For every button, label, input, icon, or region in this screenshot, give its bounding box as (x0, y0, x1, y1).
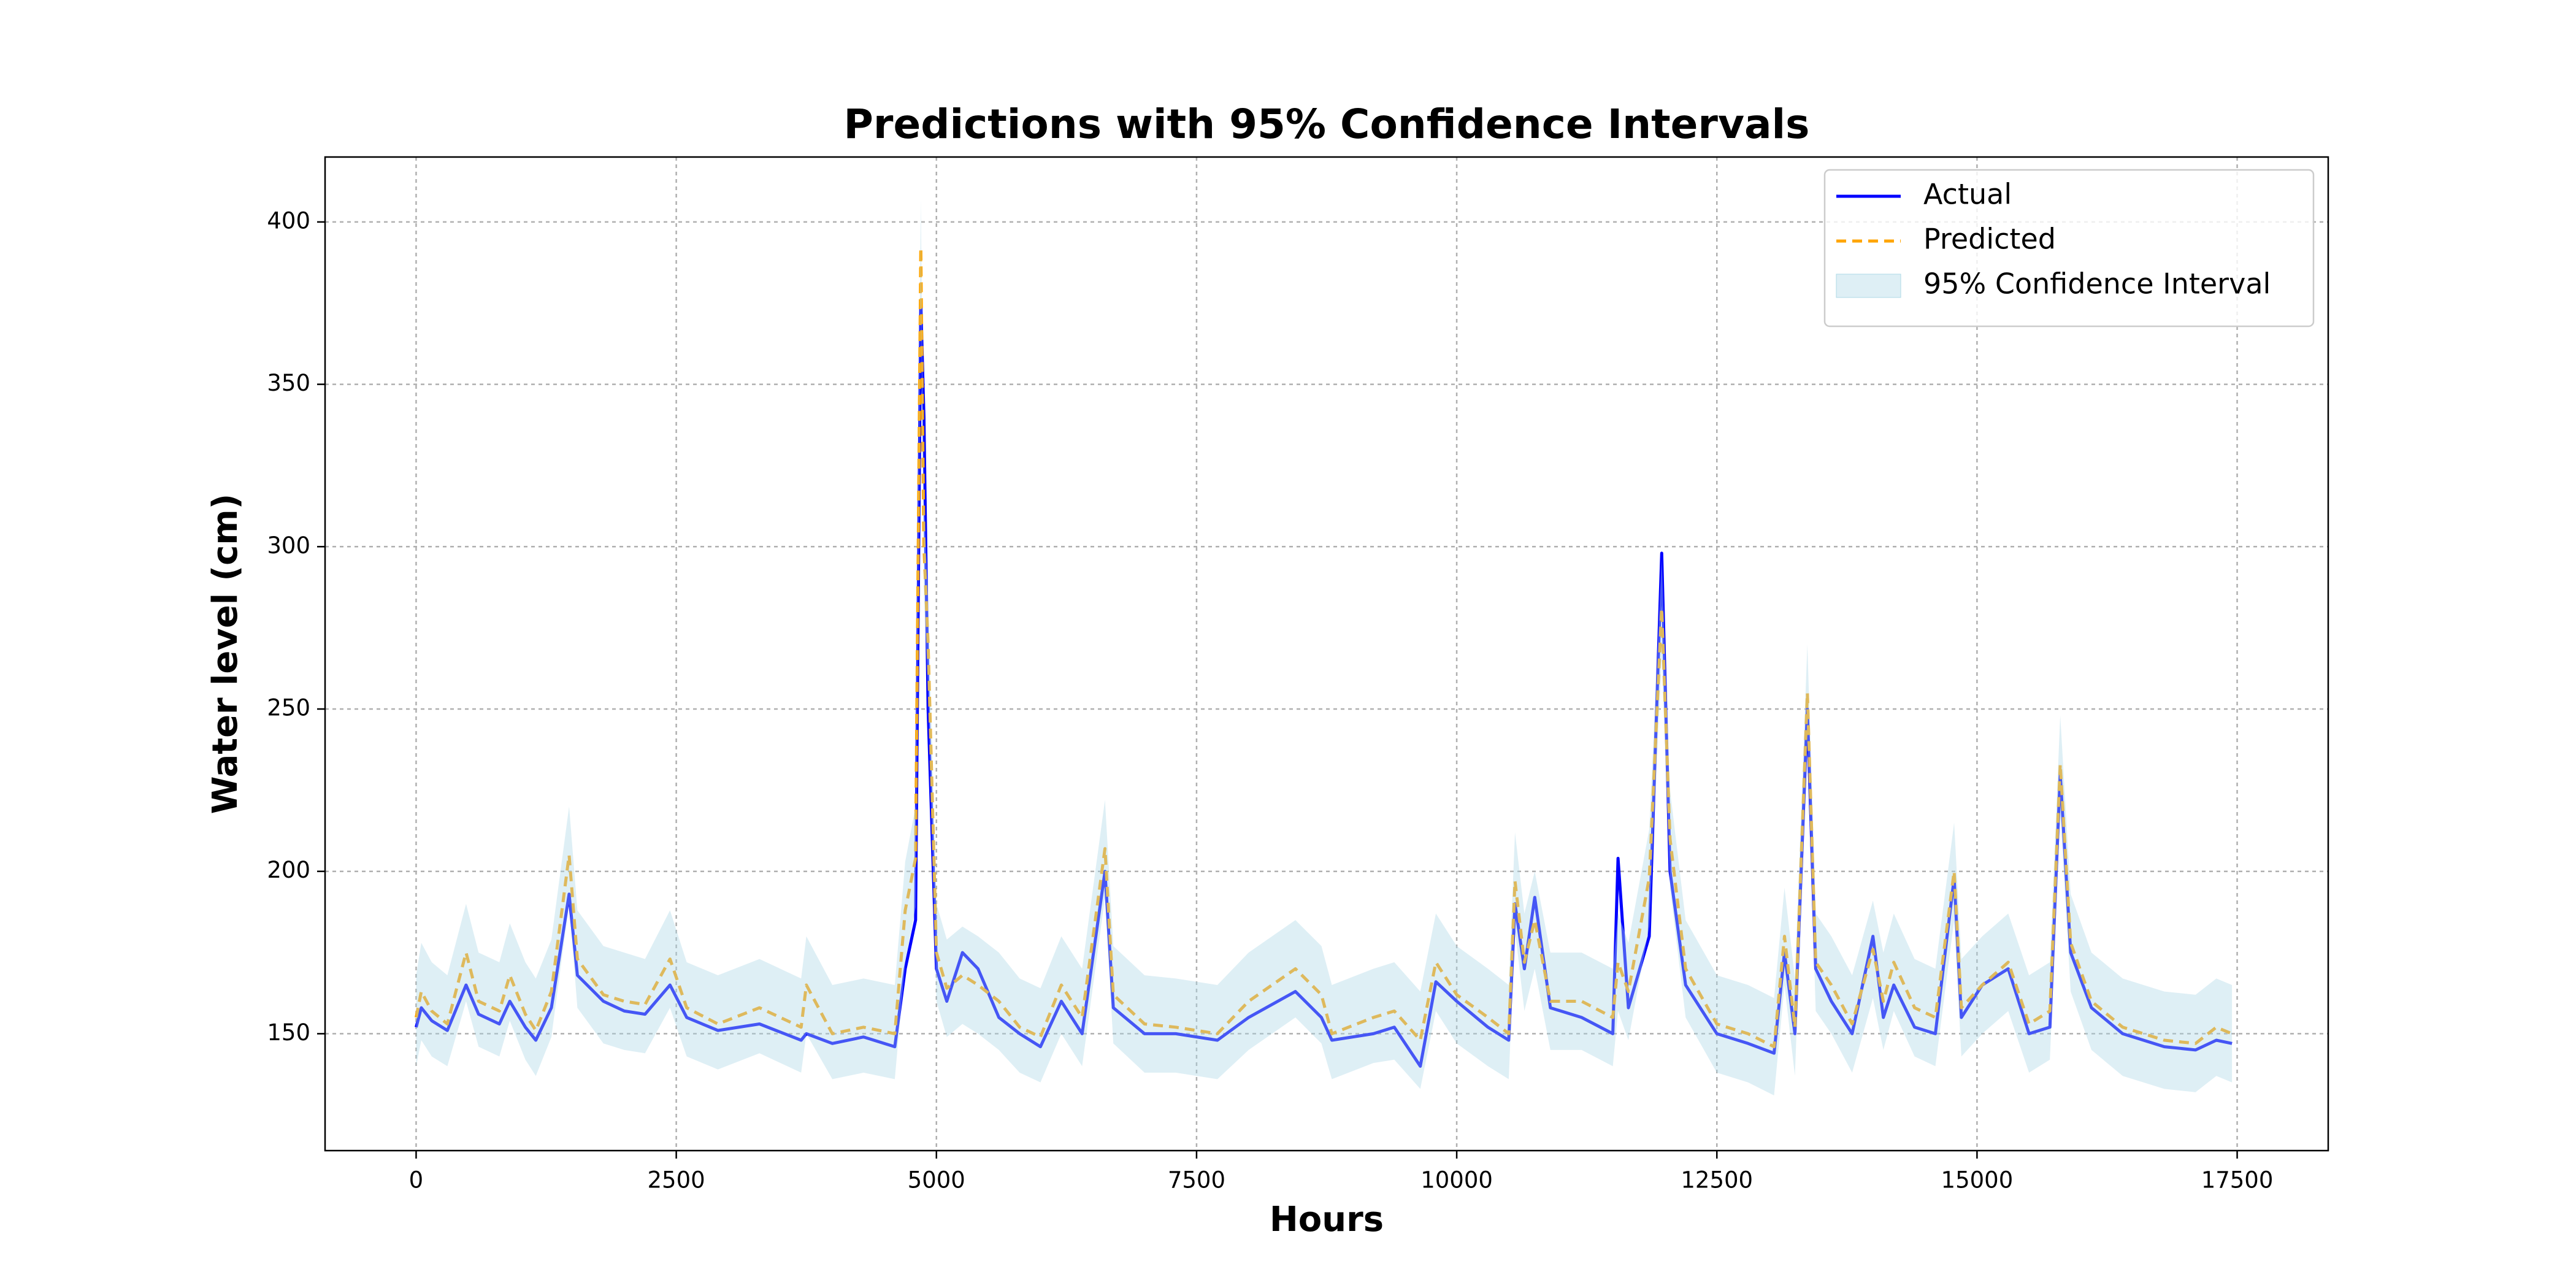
y-tick-label: 300 (267, 532, 310, 559)
series-line (415, 246, 2233, 1049)
x-tick-label: 12500 (1681, 1167, 1753, 1194)
legend-label: Actual (1923, 178, 2012, 211)
x-tick-label: 0 (409, 1167, 424, 1194)
series-line (415, 301, 2233, 1068)
legend-swatch (1836, 274, 1901, 298)
x-tick-label: 10000 (1420, 1167, 1493, 1194)
y-axis-label: Water level (cm) (205, 494, 245, 815)
confidence-band (416, 199, 2233, 1095)
y-tick-label: 350 (267, 370, 310, 396)
y-tick-label: 250 (267, 695, 310, 721)
legend-label: 95% Confidence Interval (1923, 267, 2271, 301)
y-tick-label: 400 (267, 207, 310, 234)
x-tick-label: 15000 (1941, 1167, 2014, 1194)
x-tick-label: 5000 (908, 1167, 965, 1194)
plot-frame (324, 156, 2329, 1152)
y-tick-label: 200 (267, 857, 310, 883)
x-axis-label: Hours (1270, 1200, 1384, 1240)
legend-label: Predicted (1923, 223, 2056, 256)
chart-title: Predictions with 95% Confidence Interval… (844, 101, 1810, 148)
x-tick-label: 7500 (1168, 1167, 1225, 1194)
y-tick-label: 150 (267, 1019, 310, 1046)
x-tick-label: 2500 (648, 1167, 705, 1194)
x-tick-label: 17500 (2201, 1167, 2274, 1194)
legend-box (1823, 169, 2315, 328)
